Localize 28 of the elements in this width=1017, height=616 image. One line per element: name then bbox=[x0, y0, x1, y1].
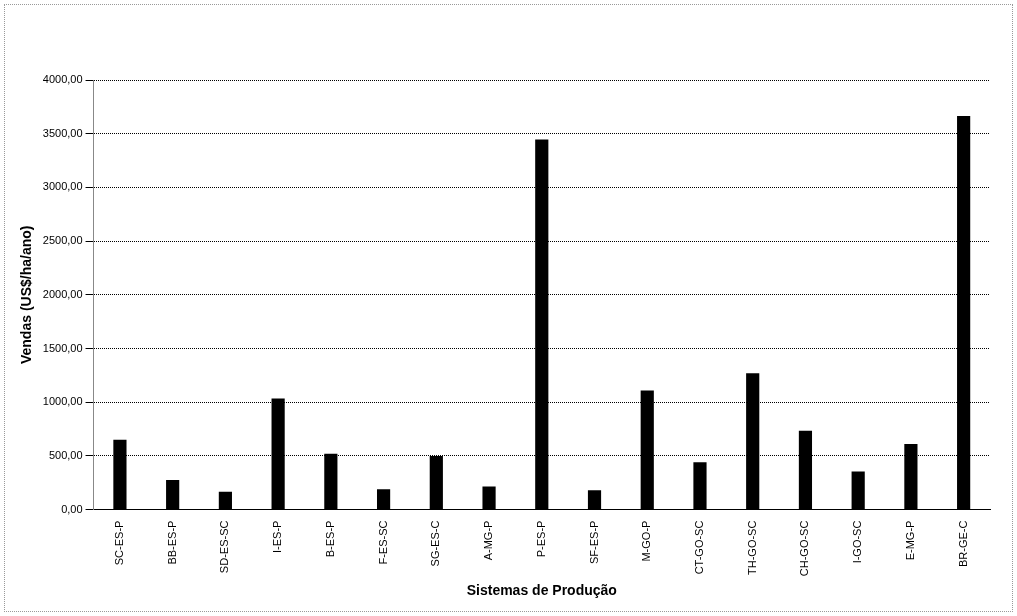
x-tick-label: CT-GO-SC bbox=[693, 520, 706, 575]
x-tick-label: TH-GO-SC bbox=[745, 520, 758, 575]
y-tick-label: 2500,00 bbox=[42, 234, 83, 247]
y-axis-title: Vendas (US$/ha/ano) bbox=[18, 225, 35, 365]
x-tick-label: CH-GO-SC bbox=[798, 520, 811, 577]
x-tick-label: SD-ES-SC bbox=[218, 520, 231, 574]
x-tick-label: A-MG-P bbox=[482, 520, 495, 561]
x-tick-label: SC-ES-P bbox=[112, 520, 125, 566]
y-tick-label: 1000,00 bbox=[42, 395, 83, 408]
x-tick-label: I-ES-P bbox=[271, 520, 284, 553]
x-tick-label: SF-ES-P bbox=[587, 520, 600, 564]
x-tick-label: P-ES-P bbox=[534, 520, 547, 558]
y-tick-label: 2000,00 bbox=[42, 287, 83, 300]
x-tick-label: M-GO-P bbox=[640, 520, 653, 562]
y-tick-label: 500,00 bbox=[48, 448, 83, 461]
y-tick-label: 4000,00 bbox=[42, 73, 83, 86]
x-tick-label: F-ES-SC bbox=[376, 520, 389, 565]
y-tick-label: 1500,00 bbox=[42, 341, 83, 354]
x-tick-label: I-GO-SC bbox=[851, 520, 864, 564]
x-tick-label: E-MG-P bbox=[903, 520, 916, 561]
x-tick-label: BR-GE-C bbox=[956, 520, 969, 568]
x-axis-title: Sistemas de Produção bbox=[466, 582, 617, 599]
y-tick-label: 3000,00 bbox=[42, 180, 83, 193]
x-tick-label: SG-ES-C bbox=[429, 520, 442, 567]
y-tick-label: 0,00 bbox=[61, 502, 83, 515]
x-tick-label: BB-ES-P bbox=[165, 520, 178, 565]
x-tick-label: B-ES-P bbox=[323, 520, 336, 558]
y-tick-label: 3500,00 bbox=[42, 126, 83, 139]
